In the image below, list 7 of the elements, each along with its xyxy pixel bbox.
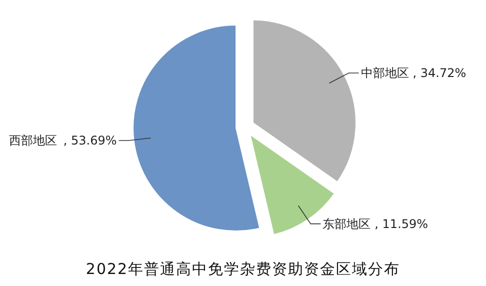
text: 2022年普通高中免学杂费资助资金区域分布: [86, 260, 400, 278]
data-label: , 11.59%: [374, 216, 428, 231]
slice-label: 西部地区: [8, 134, 57, 148]
data-label: , 53.69%: [63, 134, 117, 148]
slice-label: 东部地区: [322, 216, 371, 231]
data-label: , 34.72%: [412, 66, 466, 80]
slice-label: 中部地区: [360, 66, 409, 80]
